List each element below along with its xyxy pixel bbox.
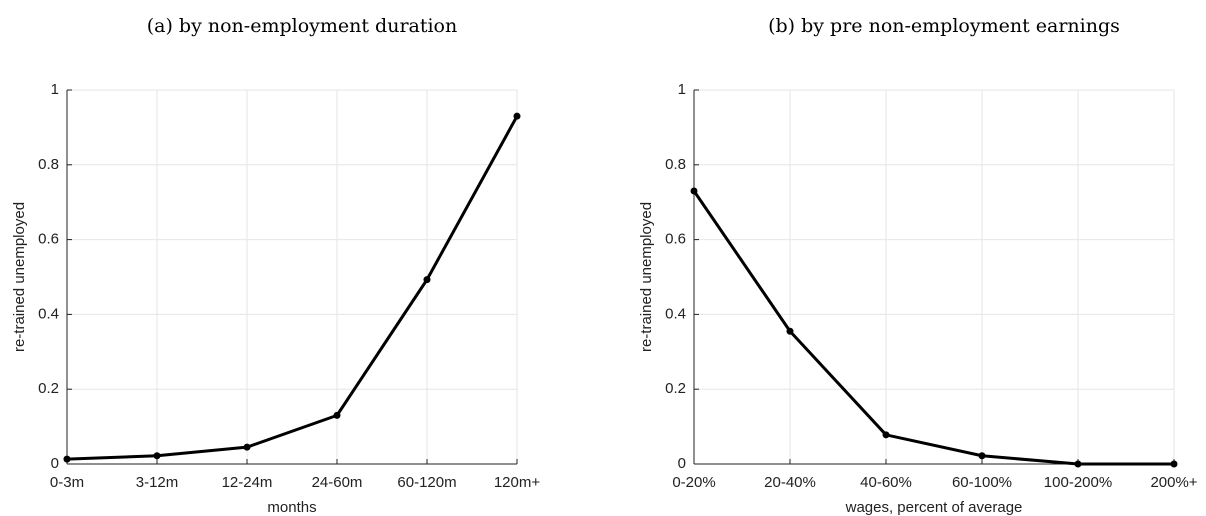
x-tick-label: 100-200%: [1044, 474, 1112, 491]
y-tick-label: 0.4: [38, 305, 59, 322]
x-tick-label: 20-40%: [764, 474, 816, 491]
point: [690, 187, 698, 195]
x-axis-label: months: [267, 499, 316, 516]
x-tick-label: 120m+: [494, 474, 541, 491]
point: [423, 276, 431, 284]
x-axis-label: wages, percent of average: [845, 499, 1023, 516]
line: [66, 115, 519, 461]
y-tick-label: 0: [678, 455, 686, 472]
point: [978, 452, 986, 460]
chart-title: (b) by pre non-employment earnings: [768, 15, 1120, 37]
x-tick-label: 0-20%: [672, 474, 715, 491]
x-tick-label: 24-60m: [312, 474, 363, 491]
x-tick-label: 12-24m: [222, 474, 273, 491]
point: [153, 452, 161, 460]
y-axis-label: re-trained unemployed: [11, 202, 28, 352]
x-tick-label: 40-60%: [860, 474, 912, 491]
point: [63, 455, 71, 463]
y-tick-label: 0.2: [665, 380, 686, 397]
x-tick-label: 0-3m: [50, 474, 84, 491]
x-tick-label: 3-12m: [136, 474, 179, 491]
x-tick-label: 200%+: [1150, 474, 1197, 491]
x-tick-label: 60-120m: [397, 474, 456, 491]
chart-title: (a) by non-employment duration: [147, 15, 458, 37]
point: [513, 112, 521, 120]
point: [786, 327, 794, 335]
point: [882, 431, 890, 439]
y-tick-label: 0.6: [665, 231, 686, 248]
point: [333, 411, 341, 419]
y-tick-label: 0: [51, 455, 59, 472]
y-tick-label: 0.2: [38, 380, 59, 397]
line: [692, 190, 1174, 466]
y-tick-label: 0.6: [38, 231, 59, 248]
y-tick-label: 0.8: [665, 156, 686, 173]
x-tick-label: 60-100%: [952, 474, 1012, 491]
point: [1074, 460, 1082, 468]
point: [243, 443, 251, 451]
y-tick-label: 0.8: [38, 156, 59, 173]
point: [1170, 460, 1178, 468]
y-tick-label: 1: [678, 81, 686, 98]
y-tick-label: 1: [51, 81, 59, 98]
y-tick-label: 0.4: [665, 305, 686, 322]
y-axis-label: re-trained unemployed: [638, 202, 655, 352]
